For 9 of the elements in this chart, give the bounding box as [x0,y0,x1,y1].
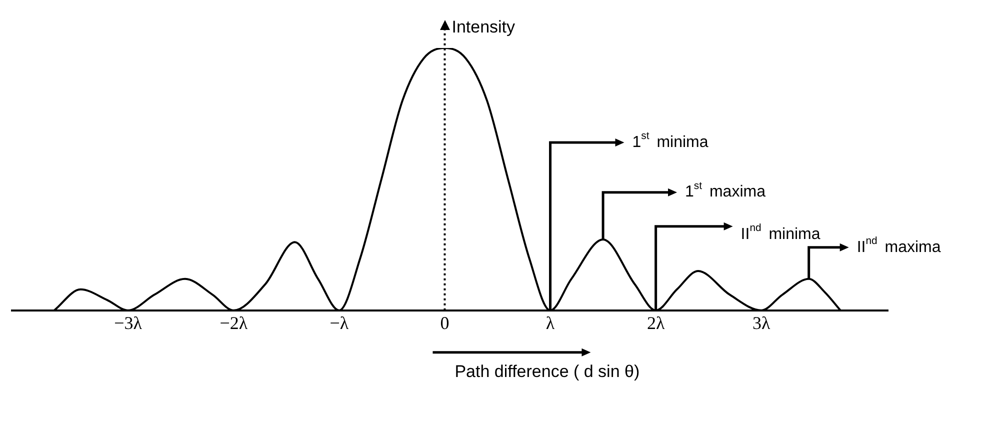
x-tick-label: −2λ [220,312,248,333]
y-axis-title: Intensity [452,18,516,37]
x-tick-label: 2λ [646,312,665,333]
x-tick-label: λ [546,312,555,333]
x-tick-label: −3λ [114,312,142,333]
x-axis-title: Path difference ( d sin θ) [454,362,640,382]
x-tick-label: 0 [440,312,450,333]
x-tick-label: −λ [330,312,349,333]
x-tick-label: 3λ [752,312,770,333]
